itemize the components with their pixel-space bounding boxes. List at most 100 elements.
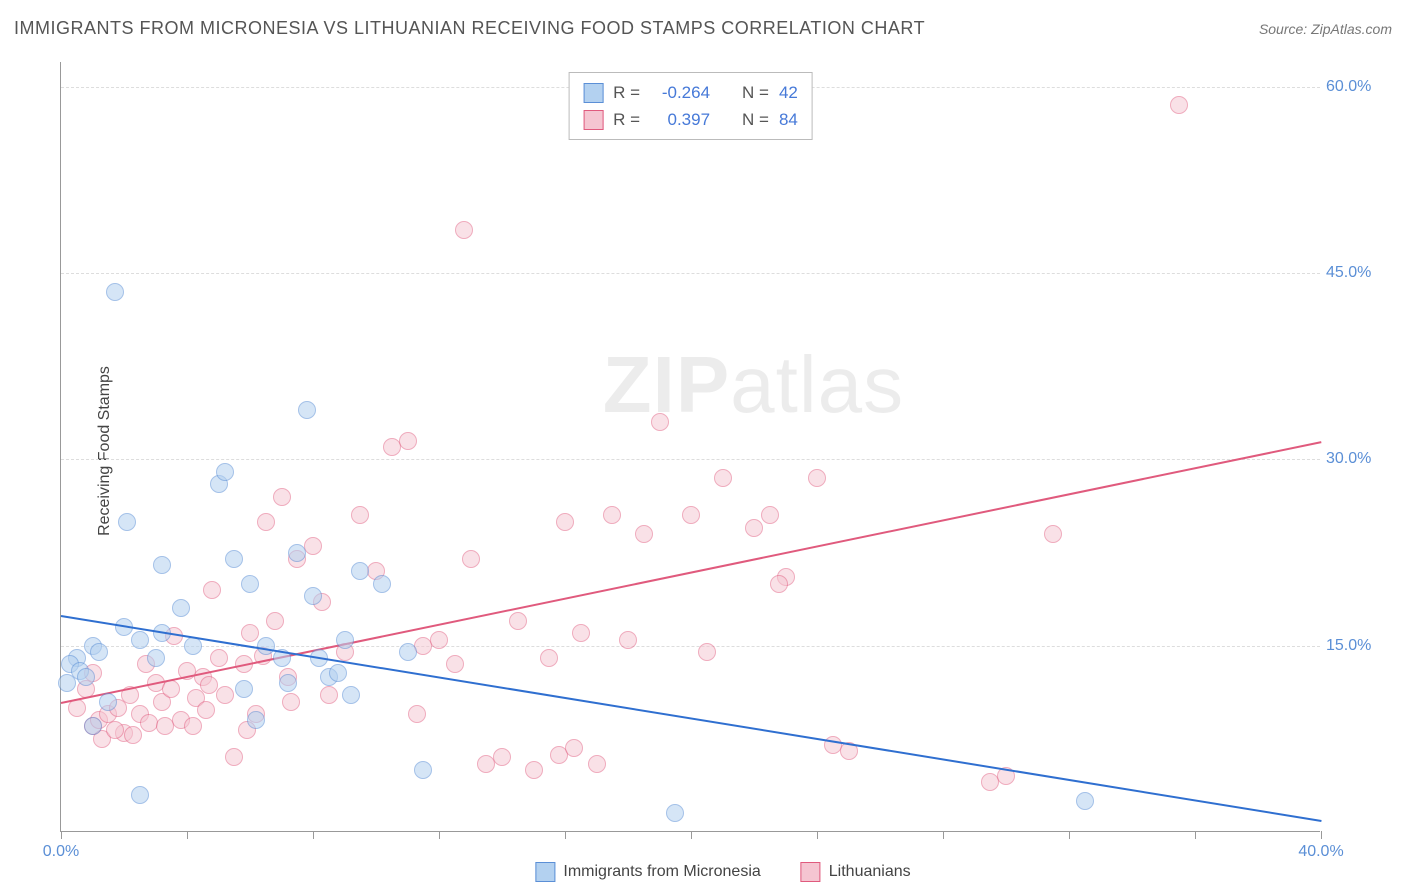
plot-area: ZIPatlas R = -0.264 N = 42 R = 0.397 N =… xyxy=(60,62,1320,832)
scatter-point-micronesia xyxy=(247,711,265,729)
scatter-point-lithuanian xyxy=(200,676,218,694)
n-label-2: N = xyxy=(742,106,769,133)
stats-row-lithuanian: R = 0.397 N = 84 xyxy=(583,106,798,133)
x-tick xyxy=(943,831,944,839)
source-attribution: Source: ZipAtlas.com xyxy=(1259,21,1392,37)
scatter-point-micronesia xyxy=(216,463,234,481)
scatter-point-micronesia xyxy=(241,575,259,593)
scatter-point-lithuanian xyxy=(1044,525,1062,543)
scatter-point-micronesia xyxy=(414,761,432,779)
scatter-point-micronesia xyxy=(336,631,354,649)
scatter-point-micronesia xyxy=(106,283,124,301)
scatter-point-micronesia xyxy=(153,556,171,574)
scatter-point-micronesia xyxy=(342,686,360,704)
scatter-point-micronesia xyxy=(131,786,149,804)
scatter-point-micronesia xyxy=(58,674,76,692)
scatter-point-micronesia xyxy=(172,599,190,617)
scatter-point-lithuanian xyxy=(282,693,300,711)
scatter-point-micronesia xyxy=(279,674,297,692)
x-tick xyxy=(1321,831,1322,839)
scatter-point-micronesia xyxy=(99,693,117,711)
scatter-point-lithuanian xyxy=(588,755,606,773)
x-tick-label: 40.0% xyxy=(1298,843,1343,861)
scatter-point-lithuanian xyxy=(525,761,543,779)
scatter-point-lithuanian xyxy=(572,624,590,642)
scatter-point-micronesia xyxy=(257,637,275,655)
x-tick xyxy=(691,831,692,839)
x-tick xyxy=(1195,831,1196,839)
scatter-point-lithuanian xyxy=(408,705,426,723)
y-tick-label: 60.0% xyxy=(1326,78,1386,96)
scatter-point-micronesia xyxy=(288,544,306,562)
x-tick xyxy=(817,831,818,839)
scatter-point-micronesia xyxy=(1076,792,1094,810)
scatter-point-lithuanian xyxy=(565,739,583,757)
n-value-micronesia: 42 xyxy=(779,79,798,106)
scatter-point-lithuanian xyxy=(257,513,275,531)
x-tick-label: 0.0% xyxy=(43,843,79,861)
scatter-point-lithuanian xyxy=(462,550,480,568)
scatter-point-lithuanian xyxy=(203,581,221,599)
scatter-point-lithuanian xyxy=(745,519,763,537)
r-value-lithuanian: 0.397 xyxy=(650,106,710,133)
scatter-point-lithuanian xyxy=(603,506,621,524)
gridline xyxy=(61,459,1320,460)
scatter-point-lithuanian xyxy=(635,525,653,543)
source-prefix: Source: xyxy=(1259,21,1311,37)
scatter-point-lithuanian xyxy=(540,649,558,667)
scatter-point-lithuanian xyxy=(266,612,284,630)
scatter-point-lithuanian xyxy=(651,413,669,431)
scatter-point-micronesia xyxy=(399,643,417,661)
scatter-point-micronesia xyxy=(77,668,95,686)
scatter-point-lithuanian xyxy=(304,537,322,555)
stats-swatch-lithuanian xyxy=(583,110,603,130)
r-label: R = xyxy=(613,79,640,106)
scatter-point-lithuanian xyxy=(714,469,732,487)
scatter-point-lithuanian xyxy=(493,748,511,766)
scatter-point-micronesia xyxy=(298,401,316,419)
y-tick-label: 45.0% xyxy=(1326,264,1386,282)
stats-row-micronesia: R = -0.264 N = 42 xyxy=(583,79,798,106)
legend-item-micronesia: Immigrants from Micronesia xyxy=(535,862,760,882)
scatter-point-lithuanian xyxy=(197,701,215,719)
legend-item-lithuanian: Lithuanians xyxy=(801,862,911,882)
n-label: N = xyxy=(742,79,769,106)
header: IMMIGRANTS FROM MICRONESIA VS LITHUANIAN… xyxy=(14,18,1392,39)
x-tick xyxy=(439,831,440,839)
scatter-point-lithuanian xyxy=(156,717,174,735)
x-tick xyxy=(565,831,566,839)
scatter-point-micronesia xyxy=(147,649,165,667)
scatter-point-lithuanian xyxy=(241,624,259,642)
scatter-point-lithuanian xyxy=(761,506,779,524)
x-tick xyxy=(1069,831,1070,839)
scatter-point-lithuanian xyxy=(556,513,574,531)
legend-swatch-micronesia xyxy=(535,862,555,882)
scatter-point-lithuanian xyxy=(808,469,826,487)
scatter-point-micronesia xyxy=(118,513,136,531)
source-name: ZipAtlas.com xyxy=(1311,21,1392,37)
watermark: ZIPatlas xyxy=(603,339,904,431)
stats-swatch-micronesia xyxy=(583,83,603,103)
scatter-point-lithuanian xyxy=(619,631,637,649)
scatter-point-lithuanian xyxy=(216,686,234,704)
scatter-point-micronesia xyxy=(351,562,369,580)
n-value-lithuanian: 84 xyxy=(779,106,798,133)
y-tick-label: 15.0% xyxy=(1326,637,1386,655)
scatter-point-lithuanian xyxy=(1170,96,1188,114)
x-tick xyxy=(187,831,188,839)
x-tick xyxy=(61,831,62,839)
bottom-legend: Immigrants from Micronesia Lithuanians xyxy=(535,862,910,882)
scatter-point-lithuanian xyxy=(162,680,180,698)
scatter-point-lithuanian xyxy=(682,506,700,524)
trend-line-lithuanian xyxy=(61,441,1321,704)
chart-container: Receiving Food Stamps ZIPatlas R = -0.26… xyxy=(60,50,1386,852)
scatter-point-micronesia xyxy=(304,587,322,605)
legend-swatch-lithuanian xyxy=(801,862,821,882)
r-value-micronesia: -0.264 xyxy=(650,79,710,106)
scatter-point-lithuanian xyxy=(509,612,527,630)
gridline xyxy=(61,273,1320,274)
scatter-point-lithuanian xyxy=(430,631,448,649)
scatter-point-micronesia xyxy=(84,717,102,735)
scatter-point-lithuanian xyxy=(770,575,788,593)
legend-label-lithuanian: Lithuanians xyxy=(829,863,911,881)
